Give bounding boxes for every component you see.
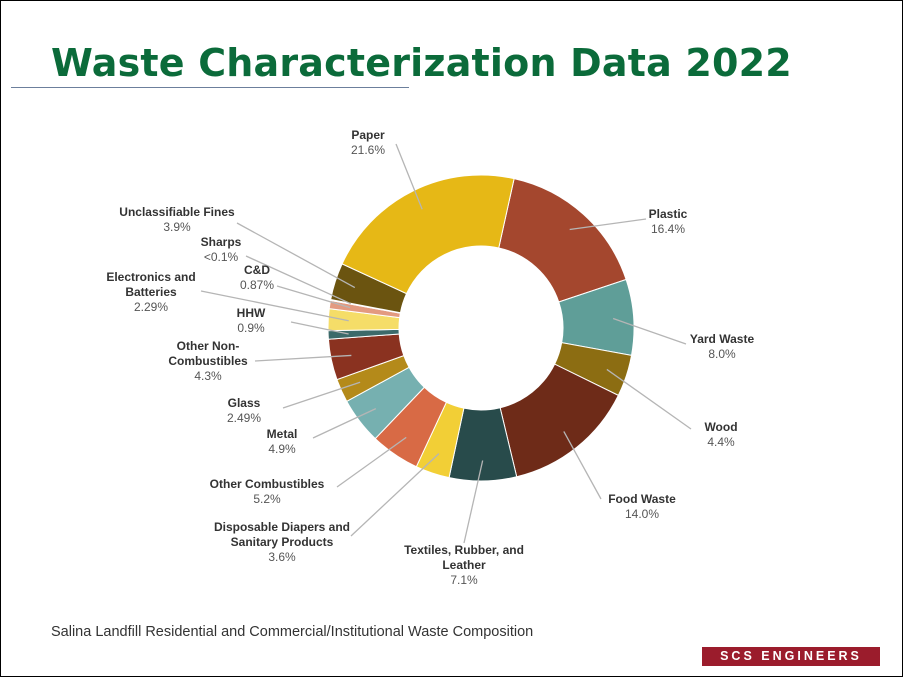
slice-value-disposable-diapers-and-sanitary-products: 3.6% bbox=[268, 550, 296, 564]
slice-value-food-waste: 14.0% bbox=[625, 507, 659, 521]
slice-label-textiles-rubber-and-leather: Textiles, Rubber, and Leather 7.1% bbox=[404, 543, 524, 587]
leader-line-glass bbox=[282, 381, 361, 409]
slice-value-plastic: 16.4% bbox=[651, 222, 685, 236]
slice-label-electronics-and-batteries: Electronics and Batteries 2.29% bbox=[106, 270, 195, 314]
slice-value-glass: 2.49% bbox=[227, 411, 261, 425]
chart-caption: Salina Landfill Residential and Commerci… bbox=[51, 624, 534, 640]
title-divider bbox=[11, 87, 409, 88]
leader-line-plastic bbox=[569, 218, 647, 231]
slice-paper bbox=[341, 174, 515, 295]
slice-value-metal: 4.9% bbox=[268, 442, 296, 456]
company-logo: SCS ENGINEERS bbox=[702, 647, 880, 666]
slice-label-paper: Paper 21.6% bbox=[351, 128, 385, 157]
leader-line-wood bbox=[606, 368, 692, 430]
slice-value-textiles-rubber-and-leather: 7.1% bbox=[450, 573, 478, 587]
slice-value-yard-waste: 8.0% bbox=[708, 347, 736, 361]
slice-label-yard-waste: Yard Waste 8.0% bbox=[690, 332, 755, 361]
slice-label-other-combustibles: Other Combustibles 5.2% bbox=[210, 477, 325, 506]
slice-label-glass: Glass 2.49% bbox=[227, 396, 261, 425]
slice-value-sharps: <0.1% bbox=[204, 250, 239, 264]
slice-label-sharps: Sharps <0.1% bbox=[201, 235, 242, 264]
leader-line-textiles-rubber-and-leather bbox=[463, 460, 484, 544]
leader-line-paper bbox=[395, 143, 423, 210]
slice-plastic bbox=[498, 178, 627, 303]
slice-label-wood: Wood 4.4% bbox=[704, 420, 737, 449]
leader-line-candd bbox=[276, 285, 351, 309]
slice-label-metal: Metal 4.9% bbox=[267, 427, 298, 456]
slice-value-other-non-combustibles: 4.3% bbox=[194, 369, 222, 383]
leader-line-hhw bbox=[290, 321, 349, 335]
slice-value-other-combustibles: 5.2% bbox=[253, 492, 281, 506]
slice-value-wood: 4.4% bbox=[707, 435, 735, 449]
slice-value-paper: 21.6% bbox=[351, 143, 385, 157]
slice-label-candd: C&D 0.87% bbox=[240, 263, 274, 292]
slice-label-other-non-combustibles: Other Non-Combustibles 4.3% bbox=[168, 339, 248, 383]
slice-value-candd: 0.87% bbox=[240, 278, 274, 292]
leader-line-unclassifiable-fines bbox=[236, 222, 356, 289]
slice-value-hhw: 0.9% bbox=[237, 321, 265, 335]
slice-label-disposable-diapers-and-sanitary-products: Disposable Diapers and Sanitary Products 3… bbox=[214, 520, 350, 564]
slice-label-unclassifiable-fines: Unclassifiable Fines 3.9% bbox=[119, 205, 235, 234]
slice-value-electronics-and-batteries: 2.29% bbox=[134, 300, 168, 314]
slice-value-unclassifiable-fines: 3.9% bbox=[163, 220, 191, 234]
leader-line-electronics-and-batteries bbox=[200, 290, 349, 322]
page-title: Waste Characterization Data 2022 bbox=[51, 41, 792, 85]
slice-label-plastic: Plastic 16.4% bbox=[649, 207, 688, 236]
slice-label-food-waste: Food Waste 14.0% bbox=[608, 492, 676, 521]
leader-line-other-non-combustibles bbox=[254, 354, 352, 362]
leader-line-other-combustibles bbox=[336, 436, 407, 488]
leader-line-food-waste bbox=[563, 431, 602, 500]
slice-label-hhw: HHW 0.9% bbox=[237, 306, 266, 335]
leader-line-yard-waste bbox=[612, 317, 687, 345]
leader-line-sharps bbox=[245, 255, 352, 305]
leader-line-disposable-diapers-and-sanitary-products bbox=[350, 453, 440, 537]
leader-line-metal bbox=[312, 408, 377, 439]
